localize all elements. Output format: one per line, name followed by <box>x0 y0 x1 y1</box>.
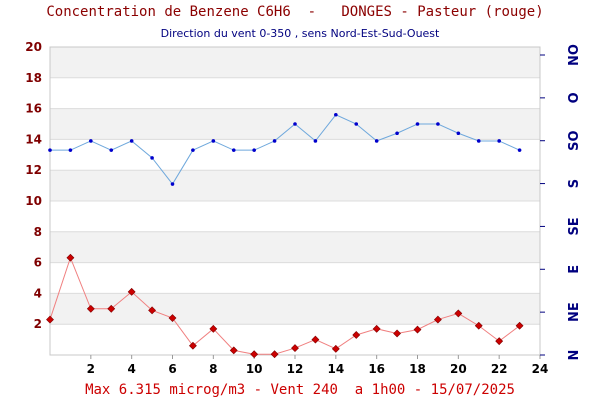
x-tick-label: 6 <box>168 362 176 376</box>
data-point <box>517 148 522 152</box>
y-tick-label: 6 <box>34 256 42 270</box>
chart-subtitle: Direction du vent 0-350 , sens Nord-Est-… <box>160 27 440 40</box>
data-point <box>211 139 216 143</box>
data-point <box>150 156 154 160</box>
data-point <box>515 321 524 330</box>
x-tick-label: 18 <box>409 362 426 376</box>
x-tick-label: 4 <box>127 362 135 376</box>
data-point <box>495 337 504 346</box>
y-tick-label: 14 <box>25 132 42 146</box>
wind-direction-label: SE <box>567 217 582 235</box>
data-point <box>334 112 338 117</box>
data-point <box>456 131 461 136</box>
x-tick-label: 8 <box>209 362 217 376</box>
grid-band <box>50 293 540 325</box>
data-point <box>433 315 442 324</box>
data-point <box>372 324 381 333</box>
data-point <box>311 335 320 344</box>
data-point <box>413 325 422 334</box>
data-point <box>415 122 420 126</box>
data-point <box>127 287 136 296</box>
data-point <box>107 304 116 313</box>
y-tick-label: 8 <box>34 225 42 239</box>
data-point <box>474 321 483 330</box>
x-tick-label: 22 <box>491 362 508 376</box>
data-point <box>188 341 197 350</box>
wind-direction-label: N <box>567 350 582 361</box>
x-tick-label: 2 <box>87 362 95 376</box>
data-point <box>89 139 93 143</box>
data-point <box>352 331 361 339</box>
wind-direction-label: S <box>567 179 582 188</box>
data-point <box>68 148 73 152</box>
data-point <box>270 350 279 359</box>
y-tick-label: 16 <box>25 102 42 116</box>
data-point <box>66 253 75 262</box>
data-point <box>313 139 318 143</box>
series-line <box>50 114 520 185</box>
y-tick-label: 4 <box>34 286 42 300</box>
grid-band <box>50 139 540 171</box>
data-point <box>231 148 236 152</box>
data-point <box>109 148 114 152</box>
data-point <box>497 139 501 143</box>
grid-band <box>50 77 540 109</box>
data-point <box>86 304 95 313</box>
wind-direction-label: NO <box>567 44 582 66</box>
data-point <box>250 350 259 359</box>
data-point <box>476 139 481 143</box>
data-point <box>354 122 359 126</box>
chart-footer: Max 6.315 microg/m3 - Vent 240 a 1h00 - … <box>85 382 515 398</box>
grid-band <box>50 201 540 232</box>
data-point <box>331 344 340 353</box>
data-point <box>209 324 218 333</box>
data-point <box>229 346 238 355</box>
data-point <box>291 344 299 352</box>
data-point <box>374 139 379 143</box>
grid-band <box>50 170 540 201</box>
y-tick-label: 12 <box>25 163 42 177</box>
data-point <box>170 182 175 186</box>
data-point <box>46 315 54 324</box>
wind-direction-label: O <box>567 92 582 103</box>
x-tick-label: 12 <box>287 362 304 376</box>
grid-band <box>50 262 540 294</box>
y-tick-label: 20 <box>25 40 42 54</box>
data-point <box>129 139 134 143</box>
grid-band <box>50 47 540 78</box>
x-tick-label: 10 <box>246 362 263 376</box>
data-point <box>48 148 52 152</box>
data-point <box>393 329 402 338</box>
series-line <box>49 256 520 355</box>
data-point <box>436 122 440 126</box>
y-tick-label: 18 <box>25 71 42 85</box>
x-tick-label: 14 <box>327 362 344 376</box>
data-point <box>168 314 177 322</box>
data-point <box>191 148 195 152</box>
data-point <box>272 139 277 143</box>
y-tick-label: 10 <box>25 194 42 208</box>
wind-direction-label: E <box>567 265 582 274</box>
wind-direction-label: SO <box>567 131 582 151</box>
wind-direction-label: NE <box>567 302 582 322</box>
data-point <box>252 148 256 152</box>
x-tick-label: 24 <box>532 362 549 376</box>
data-point <box>148 306 157 315</box>
x-tick-label: 20 <box>450 362 467 376</box>
data-point <box>454 309 463 318</box>
grid-band <box>50 231 540 263</box>
data-point <box>293 122 297 126</box>
data-point <box>395 131 399 136</box>
x-tick-label: 16 <box>368 362 385 376</box>
y-tick-label: 2 <box>34 317 42 331</box>
chart-title: Concentration de Benzene C6H6 - DONGES -… <box>46 4 544 20</box>
